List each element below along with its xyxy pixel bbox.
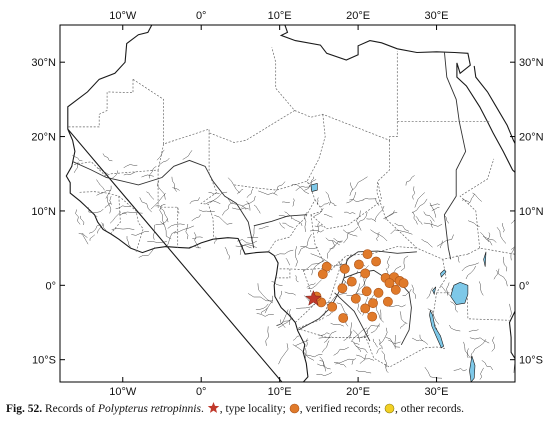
- verified-record-point: [384, 278, 395, 288]
- verified-records-label: , verified records;: [299, 403, 382, 415]
- lon-tick-label-top: 20°E: [346, 10, 370, 22]
- africa-landmass: [65, 25, 515, 382]
- verified-record-point: [317, 269, 328, 280]
- lon-tick-label-top: 10°E: [268, 10, 292, 22]
- lat-tick-label-right: 10°N: [519, 206, 544, 218]
- verified-record-point: [360, 268, 371, 279]
- lon-tick-label-bottom: 30°E: [425, 386, 449, 398]
- verified-record-point: [353, 259, 364, 270]
- lon-tick-label-top: 30°E: [425, 10, 449, 22]
- verified-record-point: [350, 293, 361, 304]
- verified-record-point: [339, 263, 350, 274]
- type-locality-star: [305, 289, 322, 306]
- verified-record-point: [327, 301, 338, 312]
- lat-tick-label-left: 20°N: [31, 132, 56, 144]
- lat-tick-label-left: 10°N: [31, 206, 56, 218]
- lat-tick-label-left: 10°S: [32, 355, 56, 367]
- verified-record-point: [338, 313, 349, 323]
- lat-tick-label-right: 0°: [519, 280, 530, 292]
- verified-record-point: [368, 298, 378, 309]
- map-frame: [59, 24, 516, 383]
- caption-period: .: [200, 403, 204, 415]
- graticule-ticks: 10°W 10°W 0° 0° 10°E 10°E 20°E 20°E 30°E 30°E 30°N…: [31, 10, 543, 398]
- verified-record-point: [360, 303, 371, 314]
- verified-record-point: [373, 287, 384, 298]
- lat-tick-label-left: 30°N: [31, 57, 56, 69]
- distribution-map: 10°W 10°W 0° 0° 10°E 10°E 20°E 20°E 30°E 30°E 30°N…: [31, 10, 543, 398]
- map-background: [60, 25, 515, 382]
- verified-record-point: [390, 284, 401, 295]
- verified-record-point: [346, 276, 357, 287]
- figure-number: Fig. 52.: [6, 403, 43, 415]
- verified-record-point: [337, 283, 348, 294]
- lon-tick-label-bottom: 20°E: [346, 386, 370, 398]
- lon-tick-label-bottom: 10°E: [268, 386, 292, 398]
- lon-tick-label-top: 0°: [196, 10, 207, 22]
- verified-record-point: [398, 278, 409, 288]
- verified-record-point: [367, 311, 378, 322]
- type-locality-label: , type locality;: [219, 403, 286, 415]
- river-network: [72, 51, 515, 380]
- orange-dot-icon: [289, 403, 300, 414]
- figure-caption: Fig. 52. Records of Polypterus retropinn…: [6, 401, 546, 416]
- lon-tick-label-top: 10°W: [109, 10, 137, 22]
- arabia-landmass: [473, 65, 515, 145]
- record-points: [305, 249, 409, 323]
- verified-record-point: [382, 296, 393, 307]
- lat-tick-label-right: 20°N: [519, 132, 544, 144]
- verified-record-point: [361, 286, 372, 297]
- lat-tick-label-right: 30°N: [519, 57, 544, 69]
- lat-tick-label-right: 10°S: [519, 355, 543, 367]
- lakes: [310, 183, 487, 382]
- star-icon: [207, 402, 219, 413]
- caption-text: Records of: [44, 403, 96, 415]
- other-records-label: , other records.: [395, 403, 464, 415]
- yellow-dot-icon: [384, 403, 395, 414]
- lon-tick-label-bottom: 10°W: [109, 386, 137, 398]
- verified-record-point: [371, 256, 381, 267]
- lon-tick-label-bottom: 0°: [196, 386, 207, 398]
- lat-tick-label-left: 0°: [45, 280, 56, 292]
- species-name: Polypterus retropinnis: [98, 403, 201, 415]
- verified-record-point: [362, 249, 373, 259]
